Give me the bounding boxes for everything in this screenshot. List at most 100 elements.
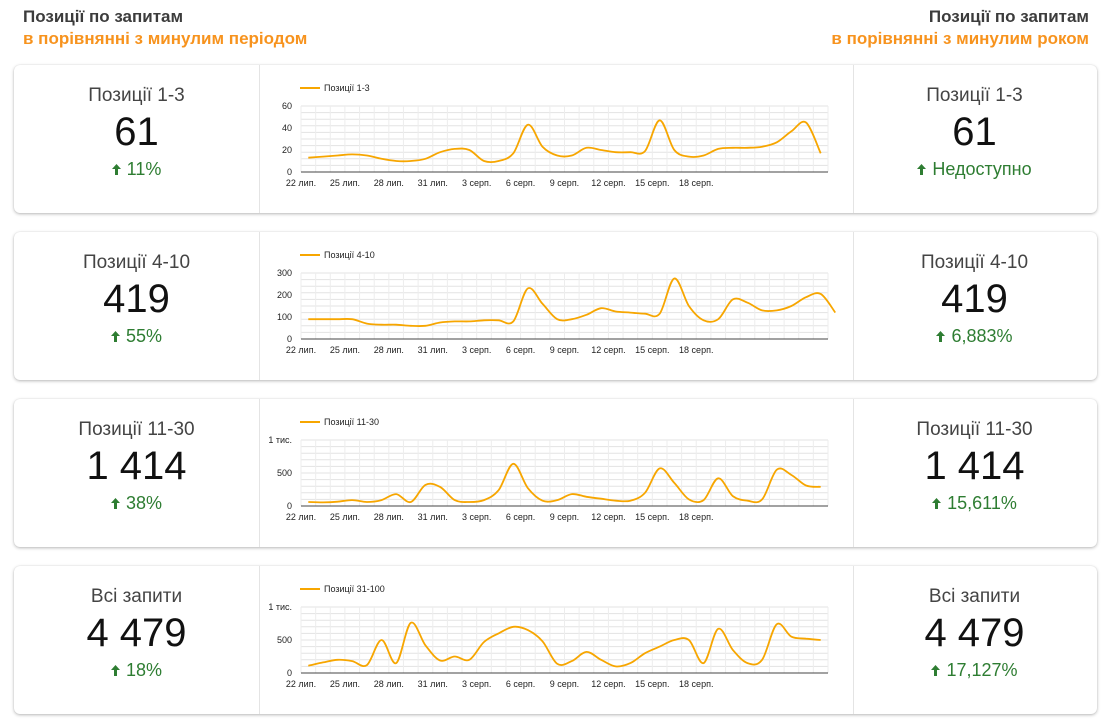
arrow-up-icon	[936, 326, 946, 347]
kpi-value: 4 479	[86, 611, 187, 655]
data-point	[454, 148, 456, 150]
y-tick-label: 0	[287, 334, 292, 344]
line-chart-svg: 0 500 1 тис. 22 лип. 25 лип. 28 лип. 31 лип. 3 …	[268, 584, 829, 689]
line-chart[interactable]: 0 500 1 тис. 22 лип. 25 лип. 28 лип. 31 лип. 3 …	[259, 566, 854, 714]
kpi-value: 61	[114, 110, 159, 154]
kpi-card-right[interactable]: Позиції 11-30 1 414 15,611%	[852, 399, 1097, 547]
data-point	[439, 486, 441, 488]
data-point	[717, 477, 719, 479]
data-point	[336, 659, 338, 661]
arrow-up-icon	[110, 493, 120, 514]
kpi-card-left[interactable]: Позиції 1-3 61 11%	[14, 65, 259, 213]
kpi-value: 1 414	[86, 444, 187, 488]
x-tick-label: 25 лип.	[330, 679, 360, 689]
kpi-delta-text: Недоступно	[932, 159, 1032, 179]
data-point	[732, 649, 734, 651]
line-chart-svg: 0 500 1 тис. 22 лип. 25 лип. 28 лип. 31 лип. 3 …	[268, 417, 829, 522]
arrow-up-icon	[917, 159, 927, 180]
data-point	[556, 154, 558, 156]
x-tick-label: 18 серп.	[679, 178, 713, 188]
data-point	[761, 309, 763, 311]
data-point	[761, 659, 763, 661]
data-point	[600, 498, 602, 500]
kpi-delta-text: 38%	[125, 493, 163, 513]
kpi-delta: 38%	[14, 493, 259, 514]
x-tick-label: 25 лип.	[330, 178, 360, 188]
legend-label: Позиції 1-3	[324, 83, 370, 93]
y-tick-label: 40	[282, 123, 292, 133]
kpi-delta: 55%	[14, 326, 259, 347]
kpi-card-left[interactable]: Позиції 11-30 1 414 38%	[14, 399, 259, 547]
x-tick-label: 12 серп.	[591, 679, 625, 689]
data-point	[395, 324, 397, 326]
x-tick-label: 31 лип.	[418, 512, 448, 522]
data-point	[512, 626, 514, 628]
x-tick-label: 25 лип.	[330, 512, 360, 522]
data-point	[732, 495, 734, 497]
data-point	[483, 160, 485, 162]
data-point	[702, 319, 704, 321]
data-point	[322, 155, 324, 157]
kpi-value: 419	[103, 277, 170, 321]
data-point	[790, 636, 792, 638]
data-point	[483, 319, 485, 321]
data-point	[307, 665, 309, 667]
data-point	[351, 499, 353, 501]
data-point	[556, 663, 558, 665]
y-tick-label: 0	[287, 668, 292, 678]
data-point	[468, 149, 470, 151]
kpi-delta: 18%	[14, 660, 259, 681]
kpi-card-right[interactable]: Всі запити 4 479 17,127%	[852, 566, 1097, 714]
kpi-label: Всі запити	[90, 586, 183, 607]
kpi-card-left[interactable]: Всі запити 4 479 18%	[14, 566, 259, 714]
line-chart[interactable]: 0 500 1 тис. 22 лип. 25 лип. 28 лип. 31 лип. 3 …	[259, 399, 854, 547]
line-chart[interactable]: 0 100 200 300 22 лип. 25 лип. 28 лип. 31 лип. 3 …	[259, 232, 854, 380]
x-tick-label: 28 лип.	[374, 178, 404, 188]
header-right-subtitle: в порівнянні з минулим роком	[831, 29, 1089, 48]
kpi-card-right[interactable]: Позиції 4-10 419 6,883%	[852, 232, 1097, 380]
y-tick-label: 500	[277, 468, 292, 478]
data-point	[307, 318, 309, 320]
data-point	[497, 319, 499, 321]
data-point	[395, 160, 397, 162]
kpi-value: 419	[941, 277, 1008, 321]
kpi-card-right[interactable]: Позиції 1-3 61 Недоступно	[852, 65, 1097, 213]
data-point	[820, 152, 822, 154]
arrow-up-icon	[932, 493, 942, 514]
arrow-up-icon	[110, 660, 120, 681]
data-point	[615, 665, 617, 667]
arrow-up-icon	[931, 660, 941, 681]
data-point	[776, 623, 778, 625]
x-tick-label: 12 серп.	[591, 345, 625, 355]
data-point	[644, 313, 646, 315]
data-point	[600, 659, 602, 661]
data-point	[424, 158, 426, 160]
x-tick-label: 31 лип.	[418, 679, 448, 689]
data-point	[702, 662, 704, 664]
data-point	[629, 311, 631, 313]
x-tick-label: 25 лип.	[330, 345, 360, 355]
line-chart[interactable]: 0 20 40 60 22 лип. 25 лип. 28 лип. 31 лип. 3 сер…	[259, 65, 854, 213]
data-point	[746, 662, 748, 664]
data-point	[585, 651, 587, 653]
kpi-label: Позиції 1-3	[926, 85, 1023, 106]
kpi-card-left[interactable]: Позиції 4-10 419 55%	[14, 232, 259, 380]
data-point	[659, 645, 661, 647]
data-point	[673, 149, 675, 151]
data-point	[307, 157, 309, 159]
kpi-label: Позиції 4-10	[920, 252, 1029, 273]
data-point	[527, 629, 529, 631]
x-tick-label: 9 серп.	[550, 512, 579, 522]
kpi-delta-text: 6,883%	[951, 326, 1013, 346]
data-point	[790, 305, 792, 307]
data-point	[820, 486, 822, 488]
data-point	[424, 484, 426, 486]
data-point	[351, 660, 353, 662]
legend-label: Позиції 11-30	[324, 417, 379, 427]
scorecard-row: Позиції 4-10 419 55% Позиції 4-10 419 6,883% 0…	[14, 232, 1097, 380]
x-tick-label: 28 лип.	[374, 679, 404, 689]
data-point	[454, 499, 456, 501]
data-point	[732, 147, 734, 149]
kpi-label: Позиції 4-10	[82, 252, 191, 273]
y-tick-label: 20	[282, 145, 292, 155]
